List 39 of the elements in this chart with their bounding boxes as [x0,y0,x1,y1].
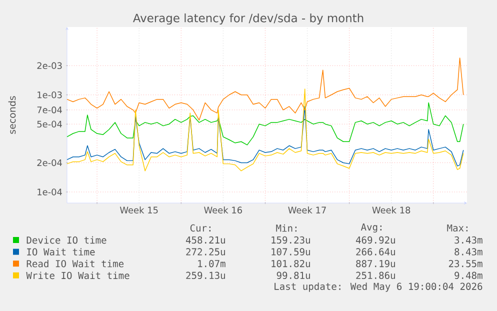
x-tick-label: Week 18 [372,206,410,214]
text: 8.43m [454,248,482,256]
y-tick-label: 5e-04 [37,120,62,128]
legend-label: Write IO Wait time [26,272,130,280]
text: 887.19u [356,260,395,268]
legend-label: Device IO time [26,236,106,244]
text: Min: [276,224,296,232]
text: 101.82u [272,260,310,268]
text: 259.13u [186,272,225,280]
text: 251.86u [356,272,395,280]
chart-title: Average latency for /dev/sda - by month [133,13,364,25]
y-tick-label: 2e-03 [37,62,62,70]
y-tick-label: 1e-03 [38,91,62,98]
line-series [66,88,464,172]
text: 159.23u [272,236,310,244]
text: 99.81u [276,272,310,280]
x-tick-label: Week 17 [288,206,326,214]
text: Cur: [190,224,210,232]
text: 266.64u [356,248,395,256]
x-tick-label: Week 15 [120,206,158,214]
text: 469.92u [356,236,395,244]
legend-label: IO Wait time [27,248,95,256]
text: 9.48m [454,272,482,280]
x-tick-label: Week 16 [204,206,242,214]
y-tick-label: 1e-04 [38,188,62,196]
y-tick-label: 2e-04 [37,159,62,166]
line-series [66,102,464,146]
text: Max: [447,224,468,232]
text: 272.25u [186,248,225,256]
y-tick-label: 7e-04 [37,106,62,114]
text: Avg: [360,223,382,233]
text: 23.55m [448,260,482,268]
text: 1.07m [198,260,226,268]
y-axis-title: seconds [8,96,16,134]
text: 458.21u [186,236,225,244]
text: 107.59u [272,248,310,256]
text: Last update: Wed May 6 19:00:04 2026 [274,282,482,292]
legend-label: Read IO Wait time [26,260,124,268]
text: 3.43m [454,236,482,244]
